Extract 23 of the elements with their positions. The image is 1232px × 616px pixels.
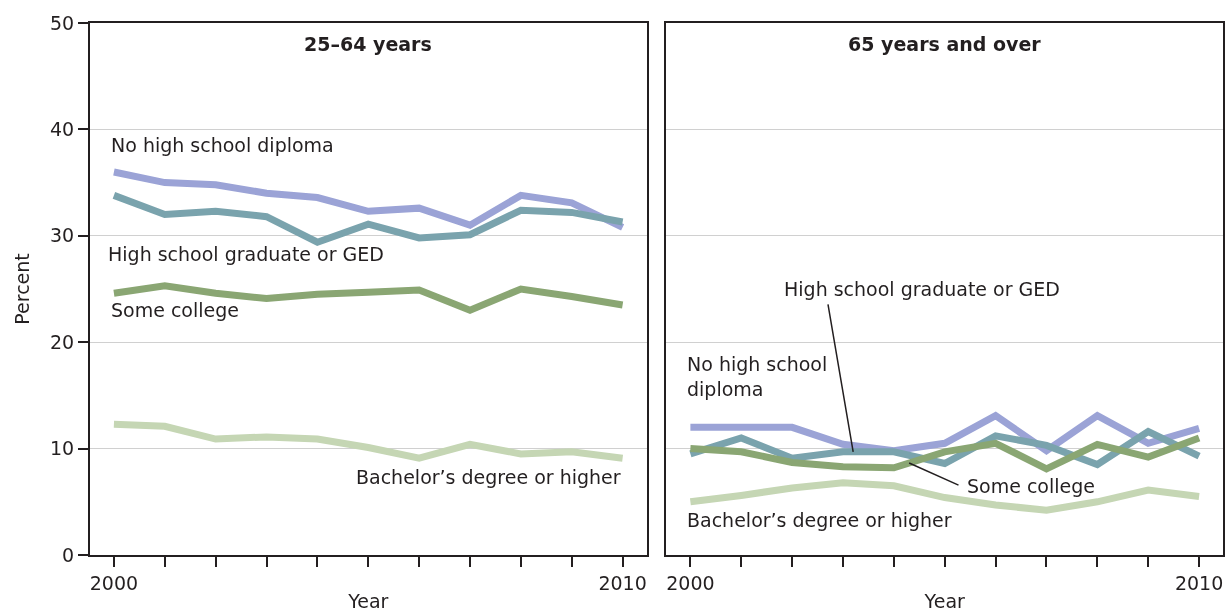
series-label: High school graduate or GED <box>108 243 384 265</box>
y-tick-label: 30 <box>50 224 75 247</box>
x-tick-label: 2000 <box>666 571 715 594</box>
text: 25–64 years <box>304 33 432 55</box>
x-axis-title: Year <box>923 590 966 613</box>
y-tick-label: 50 <box>50 11 75 34</box>
series-label: Bachelor’s degree or higher <box>687 509 952 531</box>
x-tick-label: 2010 <box>1174 571 1224 594</box>
y-axis-title: Percent <box>11 253 34 325</box>
y-tick-label: 0 <box>62 543 75 566</box>
series-label: Some college <box>967 475 1095 497</box>
x-tick-label: 2010 <box>598 571 647 594</box>
y-tick-label: 40 <box>50 118 75 141</box>
series-label: No high school diploma <box>111 134 334 156</box>
text: 65 years and over <box>848 33 1042 55</box>
series-label: Some college <box>111 299 239 321</box>
series-label: No high school diploma <box>687 353 828 400</box>
x-axis-title: Year <box>347 590 389 613</box>
text: High school graduate or GED <box>784 278 1060 300</box>
x-tick-label: 2000 <box>89 571 139 594</box>
y-tick-label: 20 <box>50 330 75 353</box>
y-tick-label: 10 <box>50 437 75 460</box>
series-label: Bachelor’s degree or higher <box>356 466 621 488</box>
